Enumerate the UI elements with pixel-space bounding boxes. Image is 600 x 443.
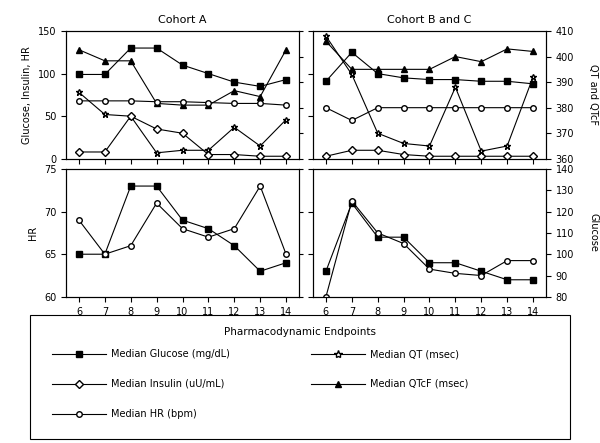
Y-axis label: Glucose, Insulin, HR: Glucose, Insulin, HR — [22, 46, 32, 144]
Text: Median QT (msec): Median QT (msec) — [370, 349, 459, 359]
Text: Median QTcF (msec): Median QTcF (msec) — [370, 379, 469, 389]
Text: Median HR (bpm): Median HR (bpm) — [111, 409, 197, 419]
FancyBboxPatch shape — [30, 315, 570, 439]
Text: Median Insulin (uU/mL): Median Insulin (uU/mL) — [111, 379, 224, 389]
Y-axis label: HR: HR — [28, 226, 38, 240]
Title: Cohort A: Cohort A — [158, 15, 207, 25]
Y-axis label: QT and QTcF: QT and QTcF — [588, 64, 598, 125]
Y-axis label: Glucose: Glucose — [588, 214, 598, 253]
Text: Pharmacodynamic Endpoints: Pharmacodynamic Endpoints — [224, 327, 376, 337]
X-axis label: Time (24hour): Time (24hour) — [395, 322, 464, 332]
X-axis label: Time (24hour): Time (24hour) — [148, 322, 217, 332]
Text: Median Glucose (mg/dL): Median Glucose (mg/dL) — [111, 349, 230, 359]
Title: Cohort B and C: Cohort B and C — [388, 15, 472, 25]
